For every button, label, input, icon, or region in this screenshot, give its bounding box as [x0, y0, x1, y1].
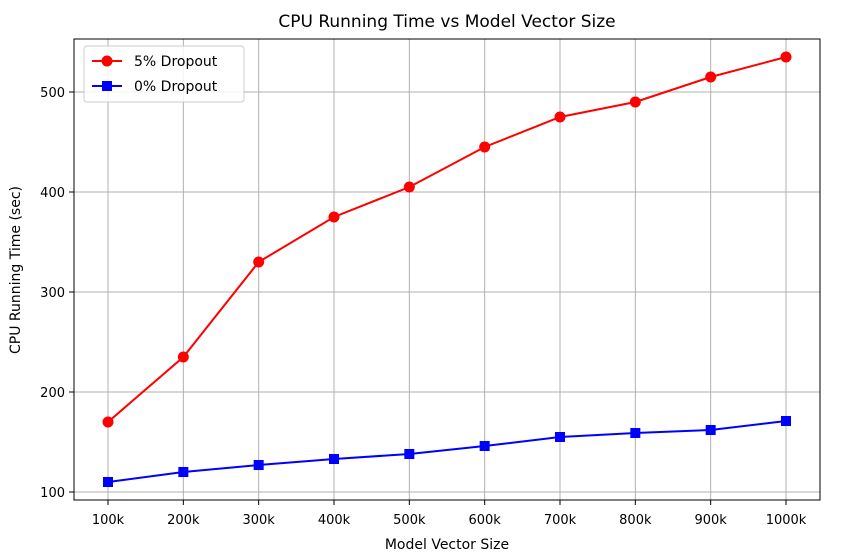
x-tick-label: 300k: [242, 513, 275, 528]
x-tick-label: 600k: [468, 513, 501, 528]
x-tick-label: 700k: [544, 513, 577, 528]
data-point-marker: [328, 211, 340, 223]
chart-title: CPU Running Time vs Model Vector Size: [278, 12, 615, 32]
data-point-marker: [555, 432, 565, 442]
x-tick-label: 900k: [694, 513, 727, 528]
legend: 5% Dropout 0% Dropout: [83, 45, 245, 103]
data-point-marker: [479, 441, 490, 451]
data-point-marker: [554, 111, 566, 123]
y-tick-label: 200: [40, 386, 65, 401]
x-axis-label: Model Vector Size: [385, 537, 509, 553]
legend-label: 5% Dropout: [134, 54, 218, 70]
x-tick-label: 800k: [619, 513, 652, 528]
series-5-dropout: [102, 51, 792, 428]
legend-marker: [102, 81, 112, 91]
data-point-marker: [479, 141, 491, 153]
y-tick-label: 100: [40, 486, 65, 501]
data-point-marker: [177, 351, 189, 363]
data-point-marker: [705, 425, 716, 435]
y-axis: 100 200 300 400 500: [40, 86, 74, 501]
legend-label: 0% Dropout: [134, 79, 218, 95]
data-point-marker: [253, 460, 264, 470]
data-point-marker: [781, 416, 791, 426]
x-tick-label: 100k: [92, 513, 125, 528]
data-point-marker: [403, 181, 415, 193]
data-point-marker: [178, 467, 189, 477]
x-axis: 100k 200k 300k 400k 500k 600k 700k 800k 900k 1000…: [92, 500, 807, 528]
data-point-marker: [253, 256, 265, 268]
data-point-marker: [404, 449, 415, 459]
data-point-marker: [780, 51, 792, 63]
data-point-marker: [103, 477, 113, 487]
x-tick-label: 500k: [393, 513, 426, 528]
data-point-marker: [705, 71, 717, 83]
data-point-marker: [329, 454, 339, 464]
plot-frame: [73, 38, 821, 501]
y-tick-label: 500: [40, 86, 65, 101]
legend-box: [83, 45, 245, 103]
x-tick-label: 200k: [167, 513, 200, 528]
series-line: [107, 56, 787, 423]
y-axis-label: CPU Running Time (sec): [8, 186, 24, 354]
x-tick-label: 400k: [318, 513, 351, 528]
data-point-marker: [630, 428, 641, 438]
x-tick-label: 1000k: [766, 513, 807, 528]
series-line: [107, 420, 787, 483]
legend-marker: [101, 55, 113, 67]
y-tick-label: 300: [40, 286, 65, 301]
series-0-dropout: [103, 416, 791, 487]
data-point-marker: [629, 96, 641, 108]
series-layer: [102, 51, 792, 487]
data-point-marker: [102, 416, 114, 428]
grid: [74, 39, 820, 500]
y-tick-label: 400: [40, 186, 65, 201]
